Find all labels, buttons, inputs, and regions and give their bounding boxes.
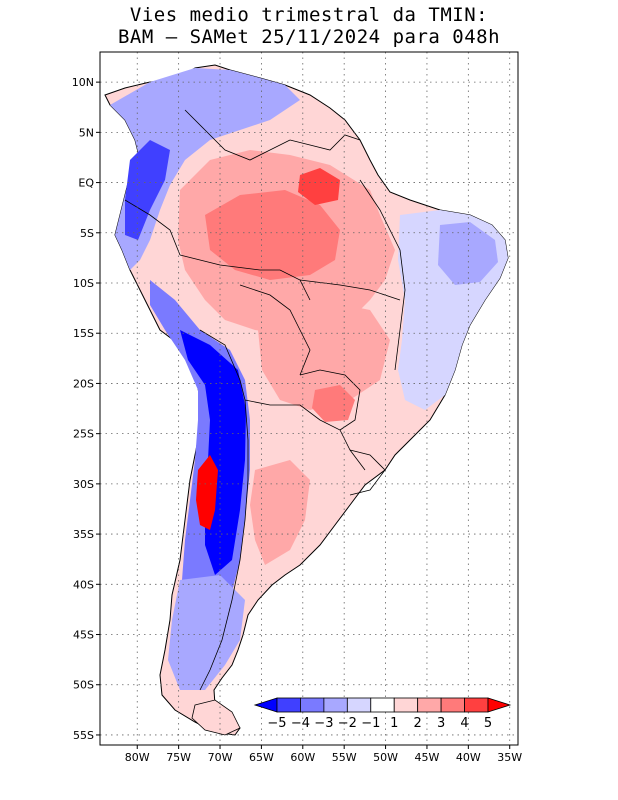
colorbar-label: −3 (314, 716, 333, 731)
chile-warm-bias-strip (196, 455, 218, 530)
gridlines (96, 52, 518, 749)
colorbar-segment (464, 697, 489, 713)
border-uruguay (349, 449, 386, 496)
lon-tick-label: 40W (456, 751, 481, 764)
colorbar-label: −2 (338, 716, 357, 731)
patagonia-cold-bias-region (168, 575, 245, 690)
border-peru-brazil (179, 254, 311, 301)
pampas-warm-bias-region (250, 460, 310, 565)
map-frame (99, 51, 519, 746)
colorbar-label: −4 (291, 716, 310, 731)
lon-tick-label: 60W (290, 751, 315, 764)
lat-tick-label: 10S (73, 277, 94, 290)
lat-tick-label: 40S (73, 578, 94, 591)
colorbar-segment (300, 697, 325, 713)
northwest-cold-bias-region (110, 68, 300, 270)
colorbar-segment (440, 697, 465, 713)
longitude-tick-labels: 80W 75W 70W 65W 60W 55W 50W 45W 40W 35W (125, 751, 522, 764)
border-brazil-north (289, 134, 361, 151)
map-title-line-2: BAM – SAMet 25/11/2024 para 048h (117, 26, 501, 48)
northeast-moderate-cold-bias (438, 222, 498, 285)
border-paraguay (299, 369, 361, 431)
colorbar-segment (323, 697, 348, 713)
lat-tick-label: 50S (73, 679, 94, 692)
border-brazil-states (299, 179, 406, 371)
colorbar-segment (370, 697, 395, 713)
lat-tick-label: EQ (78, 177, 94, 190)
colorbar-label: 5 (484, 716, 492, 731)
border-bolivia-brazil (239, 284, 311, 376)
colorbar-label: 1 (390, 716, 398, 731)
colorbar-label: −1 (361, 716, 380, 731)
amazon-strong-warm-bias (205, 190, 340, 280)
lon-tick-label: 45W (415, 751, 440, 764)
lon-tick-label: 50W (373, 751, 398, 764)
colorbar-label: 4 (460, 716, 468, 731)
lon-tick-label: 55W (332, 751, 357, 764)
colorbar-segment (276, 697, 301, 713)
lat-tick-label: 45S (73, 629, 94, 642)
colorbar-label: 2 (414, 716, 422, 731)
lat-tick-label: 5S (80, 227, 94, 240)
andes-strong-cold-bias (180, 330, 246, 575)
lat-tick-label: 55S (73, 729, 94, 742)
lon-tick-label: 35W (497, 751, 522, 764)
colorbar-segment (417, 697, 442, 713)
map-title-line-1: Vies medio trimestral da TMIN: (129, 4, 489, 26)
lat-tick-label: 5N (79, 126, 94, 139)
andes-north-strong-cold-bias (125, 140, 170, 240)
colorbar-segment-max (487, 697, 512, 713)
lat-tick-label: 15S (73, 327, 94, 340)
tierra-del-fuego (191, 699, 241, 736)
north-brazil-hot-spot (298, 168, 340, 205)
lat-tick-label: 30S (73, 478, 94, 491)
lat-tick-label: 25S (73, 428, 94, 441)
colorbar-segment (393, 697, 419, 713)
latitude-tick-labels: 10N 5N EQ 5S 10S 15S 20S 25S 30S 35S 40S 45S 50S 55S (72, 76, 95, 742)
lat-tick-label: 10N (72, 76, 94, 89)
colorbar-label: 3 (437, 716, 445, 731)
lon-tick-label: 75W (166, 751, 191, 764)
lon-tick-label: 65W (249, 751, 274, 764)
lat-tick-label: 20S (73, 377, 94, 390)
lat-tick-label: 35S (73, 528, 94, 541)
colorbar: −5 −4 −3 −2 −1 1 2 3 4 5 (253, 697, 512, 731)
border-chile-argentina (199, 399, 249, 691)
border-peru-bolivia-chile (199, 329, 246, 401)
colorbar-label: −5 (267, 716, 286, 731)
lon-tick-label: 80W (125, 751, 150, 764)
border-colombia-venezuela (184, 109, 291, 161)
colorbar-segment (346, 697, 372, 713)
lon-tick-label: 70W (208, 751, 233, 764)
central-warm-bias-region (258, 300, 390, 410)
